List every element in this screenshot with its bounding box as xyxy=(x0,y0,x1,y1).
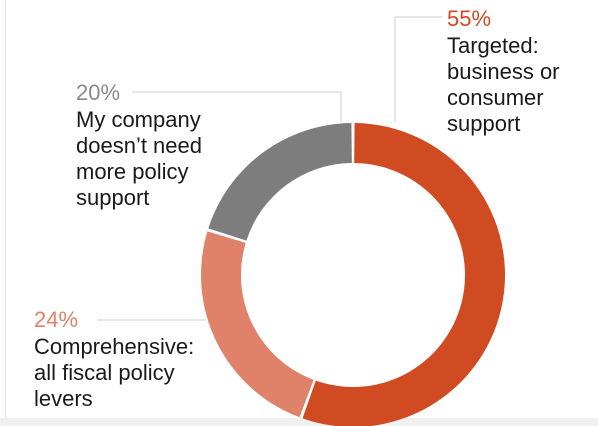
donut-slice xyxy=(302,123,505,426)
callout-targeted: 55% Targeted: business or consumer suppo… xyxy=(447,5,560,137)
callout-comprehensive: 24% Comprehensive: all fiscal policy lev… xyxy=(34,306,194,412)
donut-slice xyxy=(208,123,352,241)
donut-slice xyxy=(201,231,314,418)
leader-lines xyxy=(97,16,442,321)
leader-line xyxy=(394,16,442,122)
donut-slices xyxy=(201,123,505,426)
slice-label: My company doesn’t need more policy supp… xyxy=(76,107,202,210)
left-divider xyxy=(5,0,6,418)
slice-label: Comprehensive: all fiscal policy levers xyxy=(34,334,195,411)
leader-line xyxy=(132,91,342,122)
slice-value-label: 55% xyxy=(447,6,492,31)
slice-value-label: 24% xyxy=(34,307,79,332)
slice-label: Targeted: business or consumer support xyxy=(447,33,560,136)
slice-value-label: 20% xyxy=(76,80,121,105)
bottom-strip xyxy=(0,418,598,426)
callout-no-need: 20% My company doesn’t need more policy … xyxy=(76,79,202,211)
